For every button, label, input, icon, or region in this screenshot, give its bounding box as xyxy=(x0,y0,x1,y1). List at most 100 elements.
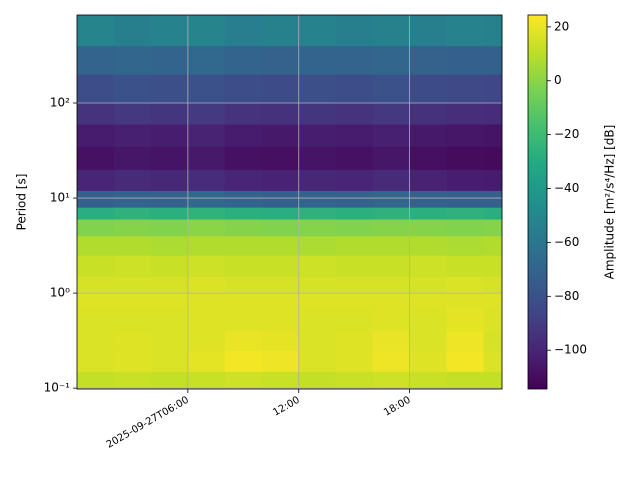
heatmap-cell xyxy=(150,276,189,294)
heatmap-cell xyxy=(261,146,300,170)
heatmap-cell xyxy=(409,307,447,332)
heatmap-cell xyxy=(335,169,374,191)
heatmap-cell xyxy=(372,307,411,332)
colorbar-tick-label: 20 xyxy=(554,19,569,33)
heatmap-cell xyxy=(298,169,337,191)
heatmap-cell xyxy=(409,45,447,75)
heatmap-cell xyxy=(113,124,152,147)
y-tick-label: 10⁻¹ xyxy=(44,381,71,395)
heatmap-cell xyxy=(224,103,263,125)
heatmap-cell xyxy=(298,235,337,256)
heatmap-cell xyxy=(483,146,503,170)
heatmap-cell xyxy=(150,307,189,332)
heatmap-cell xyxy=(409,124,447,147)
heatmap-cell xyxy=(446,293,484,309)
heatmap-cell xyxy=(483,219,503,237)
heatmap-cell xyxy=(150,371,189,390)
heatmap-cell xyxy=(113,103,152,125)
heatmap-cell xyxy=(335,276,374,294)
colorbar-tick-label: −100 xyxy=(554,343,587,357)
heatmap-cell xyxy=(483,15,503,47)
heatmap-cell xyxy=(261,219,300,237)
heatmap-cell xyxy=(409,255,447,277)
heatmap-cell xyxy=(187,371,226,390)
heatmap-cell xyxy=(187,255,226,277)
heatmap-cell xyxy=(224,350,263,372)
heatmap-cell xyxy=(483,293,503,309)
heatmap-cell xyxy=(113,169,152,191)
heatmap-cell xyxy=(261,235,300,256)
heatmap-cell xyxy=(113,235,152,256)
heatmap-cell xyxy=(113,255,152,277)
heatmap-cell xyxy=(224,207,263,220)
heatmap-cell xyxy=(446,146,484,170)
heatmap-cell xyxy=(372,169,411,191)
heatmap-cell xyxy=(298,146,337,170)
heatmap-cell xyxy=(335,190,374,208)
heatmap-cell xyxy=(77,219,115,237)
heatmap-cell xyxy=(298,307,337,332)
heatmap-cell xyxy=(483,255,503,277)
heatmap-cell xyxy=(187,207,226,220)
heatmap-cell xyxy=(261,15,300,47)
heatmap-cell xyxy=(483,276,503,294)
heatmap-cell xyxy=(409,15,447,47)
heatmap-cell xyxy=(187,74,226,104)
heatmap-cell xyxy=(187,330,226,351)
heatmap-cell xyxy=(187,45,226,75)
heatmap-cell xyxy=(150,190,189,208)
heatmap-cell xyxy=(261,124,300,147)
heatmap-cell xyxy=(446,45,484,75)
heatmap-cell xyxy=(335,255,374,277)
heatmap-cell xyxy=(187,169,226,191)
heatmap-cell xyxy=(446,190,484,208)
heatmap-cell xyxy=(409,103,447,125)
heatmap-cell xyxy=(446,74,484,104)
heatmap-cell xyxy=(446,124,484,147)
heatmap-cell xyxy=(409,207,447,220)
heatmap-cell xyxy=(335,74,374,104)
heatmap-cell xyxy=(150,293,189,309)
heatmap-cell xyxy=(409,235,447,256)
heatmap-cell xyxy=(150,219,189,237)
heatmap-cell xyxy=(224,276,263,294)
heatmap-cell xyxy=(77,190,115,208)
heatmap-cell xyxy=(77,103,115,125)
heatmap-cell xyxy=(187,307,226,332)
heatmap-cell xyxy=(335,146,374,170)
heatmap-cell xyxy=(298,350,337,372)
heatmap-cell xyxy=(261,103,300,125)
colorbar-tick-label: −80 xyxy=(554,289,579,303)
heatmap-cell xyxy=(224,255,263,277)
heatmap-cell xyxy=(409,350,447,372)
heatmap-cell xyxy=(113,276,152,294)
heatmap-cell xyxy=(446,276,484,294)
heatmap-cell xyxy=(372,190,411,208)
heatmap-cell xyxy=(335,219,374,237)
heatmap-cell xyxy=(187,190,226,208)
heatmap-cell xyxy=(77,330,115,351)
heatmap-cell xyxy=(77,371,115,390)
heatmap-cell xyxy=(372,235,411,256)
heatmap-cell xyxy=(483,74,503,104)
heatmap-cell xyxy=(113,190,152,208)
heatmap-cell xyxy=(372,293,411,309)
heatmap-cell xyxy=(446,255,484,277)
heatmap-cell xyxy=(409,190,447,208)
heatmap-cell xyxy=(261,307,300,332)
heatmap-cell xyxy=(483,235,503,256)
heatmap-cell xyxy=(446,330,484,351)
heatmap-cell xyxy=(77,207,115,220)
colorbar xyxy=(527,14,548,390)
heatmap-cell xyxy=(77,124,115,147)
heatmap-cell xyxy=(261,350,300,372)
colorbar-tick-label: −40 xyxy=(554,181,579,195)
heatmap-cell xyxy=(298,371,337,390)
heatmap-cell xyxy=(150,207,189,220)
heatmap-cell xyxy=(150,103,189,125)
heatmap-cell xyxy=(372,330,411,351)
heatmap-cell xyxy=(298,219,337,237)
heatmap-cell xyxy=(150,255,189,277)
heatmap-cell xyxy=(409,219,447,237)
heatmap-cell xyxy=(224,146,263,170)
